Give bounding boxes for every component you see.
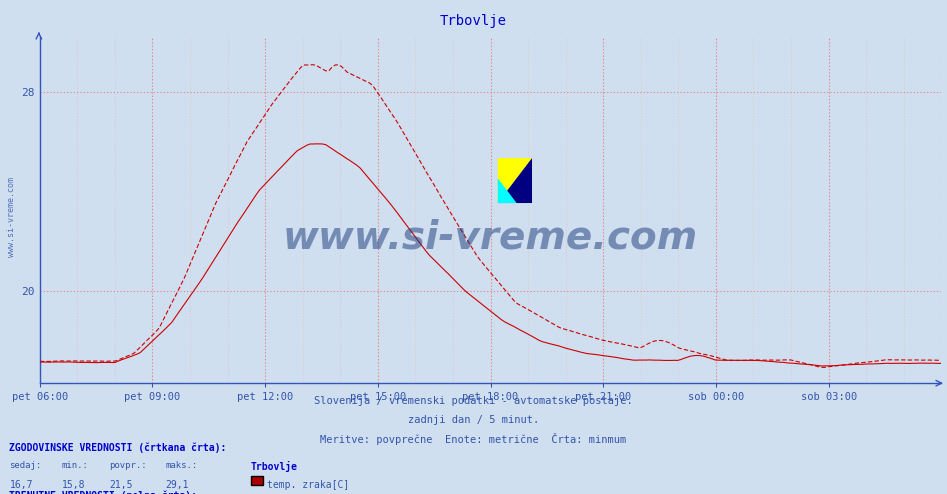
Text: temp. zraka[C]: temp. zraka[C] bbox=[267, 480, 349, 490]
Text: 29,1: 29,1 bbox=[166, 480, 189, 490]
Text: 16,7: 16,7 bbox=[9, 480, 33, 490]
Text: min.:: min.: bbox=[62, 461, 88, 470]
Text: Trbovlje: Trbovlje bbox=[251, 461, 298, 472]
Text: 15,8: 15,8 bbox=[62, 480, 85, 490]
Text: TRENUTNE VREDNOSTI (polna črta):: TRENUTNE VREDNOSTI (polna črta): bbox=[9, 491, 198, 494]
Text: Trbovlje: Trbovlje bbox=[440, 14, 507, 28]
Text: sedaj:: sedaj: bbox=[9, 461, 42, 470]
Polygon shape bbox=[498, 178, 517, 203]
Text: Slovenija / vremenski podatki - avtomatske postaje.: Slovenija / vremenski podatki - avtomats… bbox=[314, 396, 633, 406]
Text: www.si-vreme.com: www.si-vreme.com bbox=[283, 219, 698, 256]
Text: zadnji dan / 5 minut.: zadnji dan / 5 minut. bbox=[408, 415, 539, 425]
Polygon shape bbox=[498, 158, 532, 203]
Text: povpr.:: povpr.: bbox=[109, 461, 147, 470]
Text: Meritve: povprečne  Enote: metrične  Črta: minmum: Meritve: povprečne Enote: metrične Črta:… bbox=[320, 433, 627, 445]
Text: www.si-vreme.com: www.si-vreme.com bbox=[7, 177, 16, 257]
Text: maks.:: maks.: bbox=[166, 461, 198, 470]
Text: 21,5: 21,5 bbox=[109, 480, 133, 490]
Polygon shape bbox=[498, 158, 532, 203]
Text: ZGODOVINSKE VREDNOSTI (črtkana črta):: ZGODOVINSKE VREDNOSTI (črtkana črta): bbox=[9, 442, 227, 453]
